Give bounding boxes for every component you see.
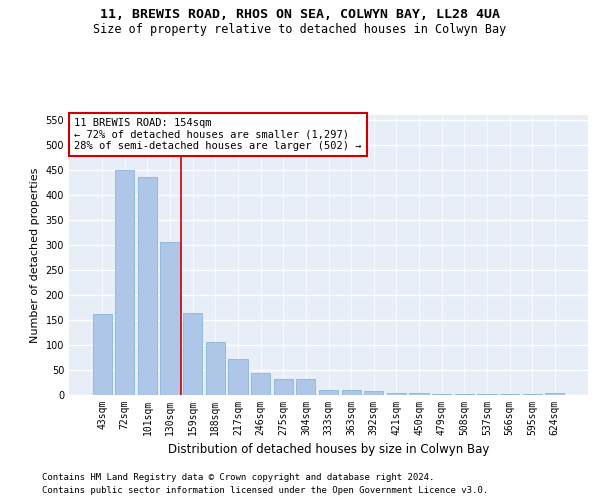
Bar [545, 392, 565, 395]
Bar [115, 170, 134, 395]
Text: 11 BREWIS ROAD: 154sqm
← 72% of detached houses are smaller (1,297)
28% of semi-: 11 BREWIS ROAD: 154sqm ← 72% of detached… [74, 118, 362, 151]
Bar [364, 391, 383, 395]
Bar [251, 372, 270, 395]
Bar [229, 358, 248, 395]
Bar [296, 379, 316, 395]
Bar [455, 394, 474, 395]
Text: Size of property relative to detached houses in Colwyn Bay: Size of property relative to detached ho… [94, 22, 506, 36]
Bar [341, 390, 361, 395]
Text: Contains HM Land Registry data © Crown copyright and database right 2024.: Contains HM Land Registry data © Crown c… [42, 472, 434, 482]
Bar [432, 394, 451, 395]
Y-axis label: Number of detached properties: Number of detached properties [30, 168, 40, 342]
X-axis label: Distribution of detached houses by size in Colwyn Bay: Distribution of detached houses by size … [168, 444, 489, 456]
Bar [206, 342, 225, 395]
Bar [138, 177, 157, 395]
Bar [160, 242, 180, 395]
Bar [319, 390, 338, 395]
Text: Contains public sector information licensed under the Open Government Licence v3: Contains public sector information licen… [42, 486, 488, 495]
Bar [92, 314, 112, 395]
Bar [409, 393, 428, 395]
Bar [477, 394, 497, 395]
Bar [500, 394, 519, 395]
Bar [183, 312, 202, 395]
Bar [523, 394, 542, 395]
Bar [274, 379, 293, 395]
Bar [387, 393, 406, 395]
Text: 11, BREWIS ROAD, RHOS ON SEA, COLWYN BAY, LL28 4UA: 11, BREWIS ROAD, RHOS ON SEA, COLWYN BAY… [100, 8, 500, 20]
